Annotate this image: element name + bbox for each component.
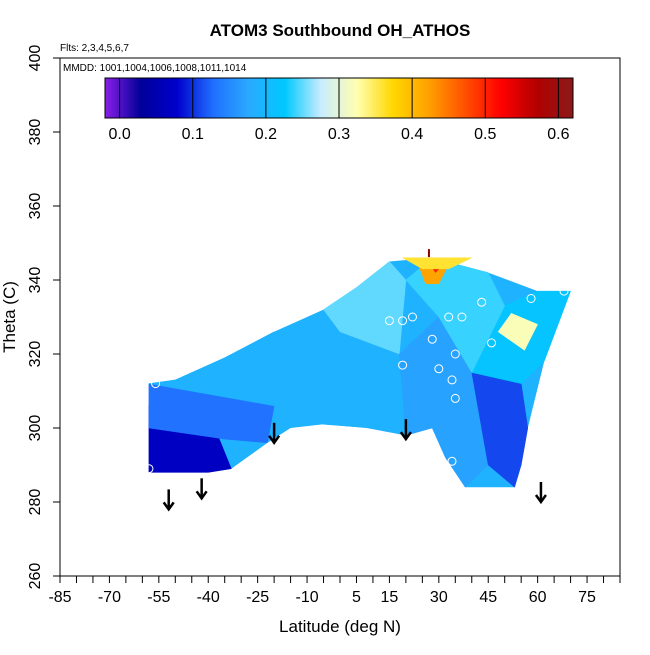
down-arrow-icon [195,478,208,501]
observation-point [477,297,487,307]
x-tick-label: -10 [295,589,318,606]
colorbar-tick-label: 0.1 [182,126,204,143]
x-axis-label: Latitude (deg N) [279,617,401,636]
y-axis: 260 280 300 320 340 360 380 400 [27,45,60,590]
observation-point [450,349,460,359]
x-tick-label: -55 [147,589,170,606]
heatmap-layer [148,257,571,488]
y-tick-label: 380 [27,119,44,146]
y-axis-label: Theta (C) [0,281,19,353]
x-tick-label: -40 [197,589,220,606]
observation-point [151,379,161,389]
x-tick-label: 75 [578,589,596,606]
y-tick-label: 320 [27,341,44,368]
flights-annotation: Flts: 2,3,4,5,6,7 [60,43,129,54]
x-tick-label: -85 [48,589,71,606]
x-tick-label: -70 [98,589,121,606]
observation-point [457,312,467,322]
x-axis: -85 -70 -55 -40 -25 -10 5 15 30 45 60 75 [48,576,621,606]
observation-point [450,393,460,403]
colorbar-tick-label: 0.0 [109,126,131,143]
observation-point [384,316,394,326]
y-tick-label: 300 [27,415,44,442]
plot-area [144,249,571,512]
colorbar-tick-label: 0.5 [474,126,496,143]
colorbar-tick-label: 0.6 [547,126,569,143]
observation-point [447,456,457,466]
chart-title: ATOM3 Southbound OH_ATHOS [210,21,471,40]
colorbar-ticks: 0.0 0.1 0.2 0.3 0.4 0.5 0.6 [109,78,570,143]
x-tick-label: 60 [529,589,547,606]
observation-point [427,334,437,344]
down-arrow-icon [399,419,412,442]
arrow-head [195,490,208,501]
observation-point [447,375,457,385]
arrow-markers [162,419,547,512]
observation-point [407,312,417,322]
observation-point [559,286,569,296]
down-arrow-icon [268,422,281,445]
colorbar-tick-label: 0.4 [401,126,423,143]
y-tick-label: 360 [27,193,44,220]
arrow-head [534,494,547,505]
observation-point [144,464,154,474]
x-tick-label: 15 [381,589,399,606]
arrow-head [268,435,281,445]
y-tick-label: 260 [27,563,44,590]
colorbar-tick-label: 0.3 [328,126,350,143]
data-points [144,286,569,474]
x-tick-label: 5 [352,589,361,606]
colorbar: 0.0 0.1 0.2 0.3 0.4 0.5 0.6 [104,77,574,143]
y-tick-label: 400 [27,45,44,72]
observation-point [398,316,408,326]
arrow-head [399,431,412,442]
down-arrow-icon [534,482,547,505]
dates-annotation: MMDD: 1001,1004,1006,1008,1011,1014 [63,63,247,74]
colorbar-tick-label: 0.2 [255,126,277,143]
y-tick-label: 280 [27,489,44,516]
colorbar-frame [104,77,574,119]
observation-point [398,360,408,370]
observation-point [444,312,454,322]
heatmap-region [497,312,538,351]
observation-point [434,364,444,374]
observation-point [487,338,497,348]
down-arrow-icon [162,489,175,512]
observation-point [526,294,536,303]
x-tick-label: 45 [479,589,497,606]
y-tick-label: 340 [27,267,44,294]
x-tick-label: -25 [246,589,269,606]
heatmap-region [401,257,472,270]
x-tick-label: 30 [430,589,448,606]
arrow-head [162,501,175,512]
